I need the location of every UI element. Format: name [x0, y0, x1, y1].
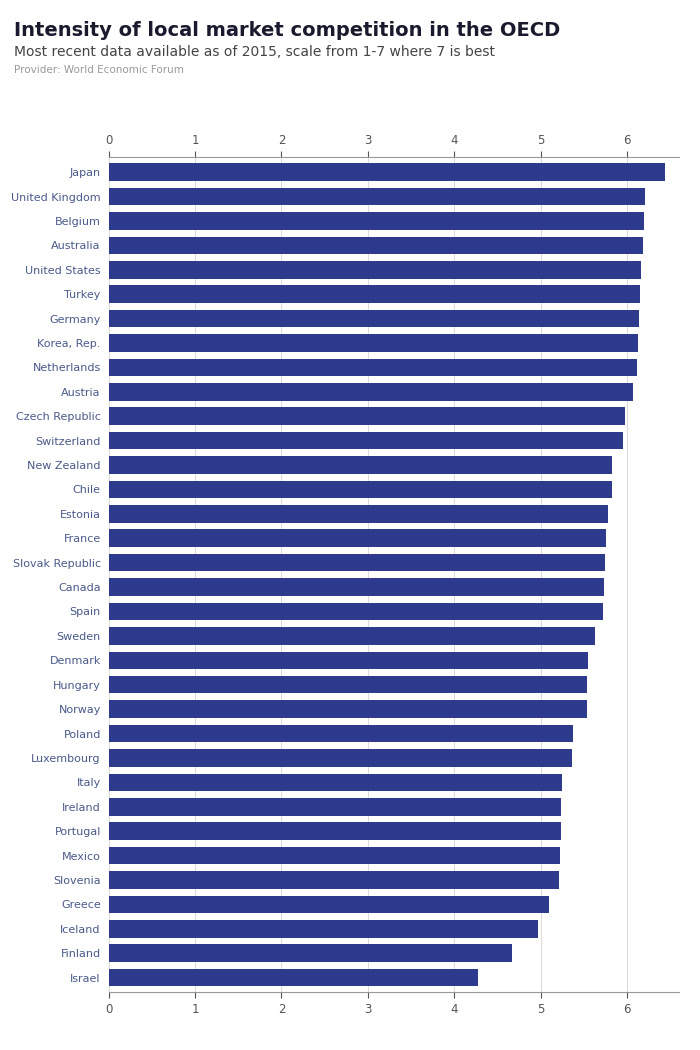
Bar	[108, 310, 639, 328]
Bar	[108, 944, 512, 962]
Bar	[108, 236, 643, 254]
Bar	[108, 846, 560, 864]
Text: Provider: World Economic Forum: Provider: World Economic Forum	[14, 65, 184, 76]
Bar	[108, 896, 550, 914]
Bar	[108, 432, 623, 449]
Bar	[108, 383, 634, 401]
Bar	[108, 872, 559, 888]
Bar	[108, 481, 612, 499]
Bar	[108, 651, 588, 669]
Bar	[108, 627, 595, 645]
Bar	[108, 286, 640, 303]
Bar	[108, 212, 645, 230]
Bar	[108, 798, 561, 816]
Text: Most recent data available as of 2015, scale from 1-7 where 7 is best: Most recent data available as of 2015, s…	[14, 45, 495, 59]
Bar	[108, 774, 562, 791]
Bar	[108, 164, 665, 181]
Bar	[108, 676, 587, 693]
Bar	[108, 407, 624, 425]
Bar	[108, 261, 641, 278]
Bar	[108, 920, 538, 938]
Text: figure.nz: figure.nz	[589, 18, 674, 37]
Bar	[108, 457, 612, 474]
Bar	[108, 554, 605, 571]
Text: Intensity of local market competition in the OECD: Intensity of local market competition in…	[14, 21, 560, 40]
Bar	[108, 529, 606, 547]
Bar	[108, 505, 608, 523]
Bar	[108, 334, 638, 352]
Bar	[108, 822, 561, 840]
Bar	[108, 579, 604, 595]
Bar	[108, 603, 603, 621]
Bar	[108, 969, 477, 986]
Bar	[108, 700, 587, 718]
Bar	[108, 749, 572, 766]
Bar	[108, 724, 573, 742]
Bar	[108, 188, 645, 206]
Bar	[108, 359, 636, 376]
